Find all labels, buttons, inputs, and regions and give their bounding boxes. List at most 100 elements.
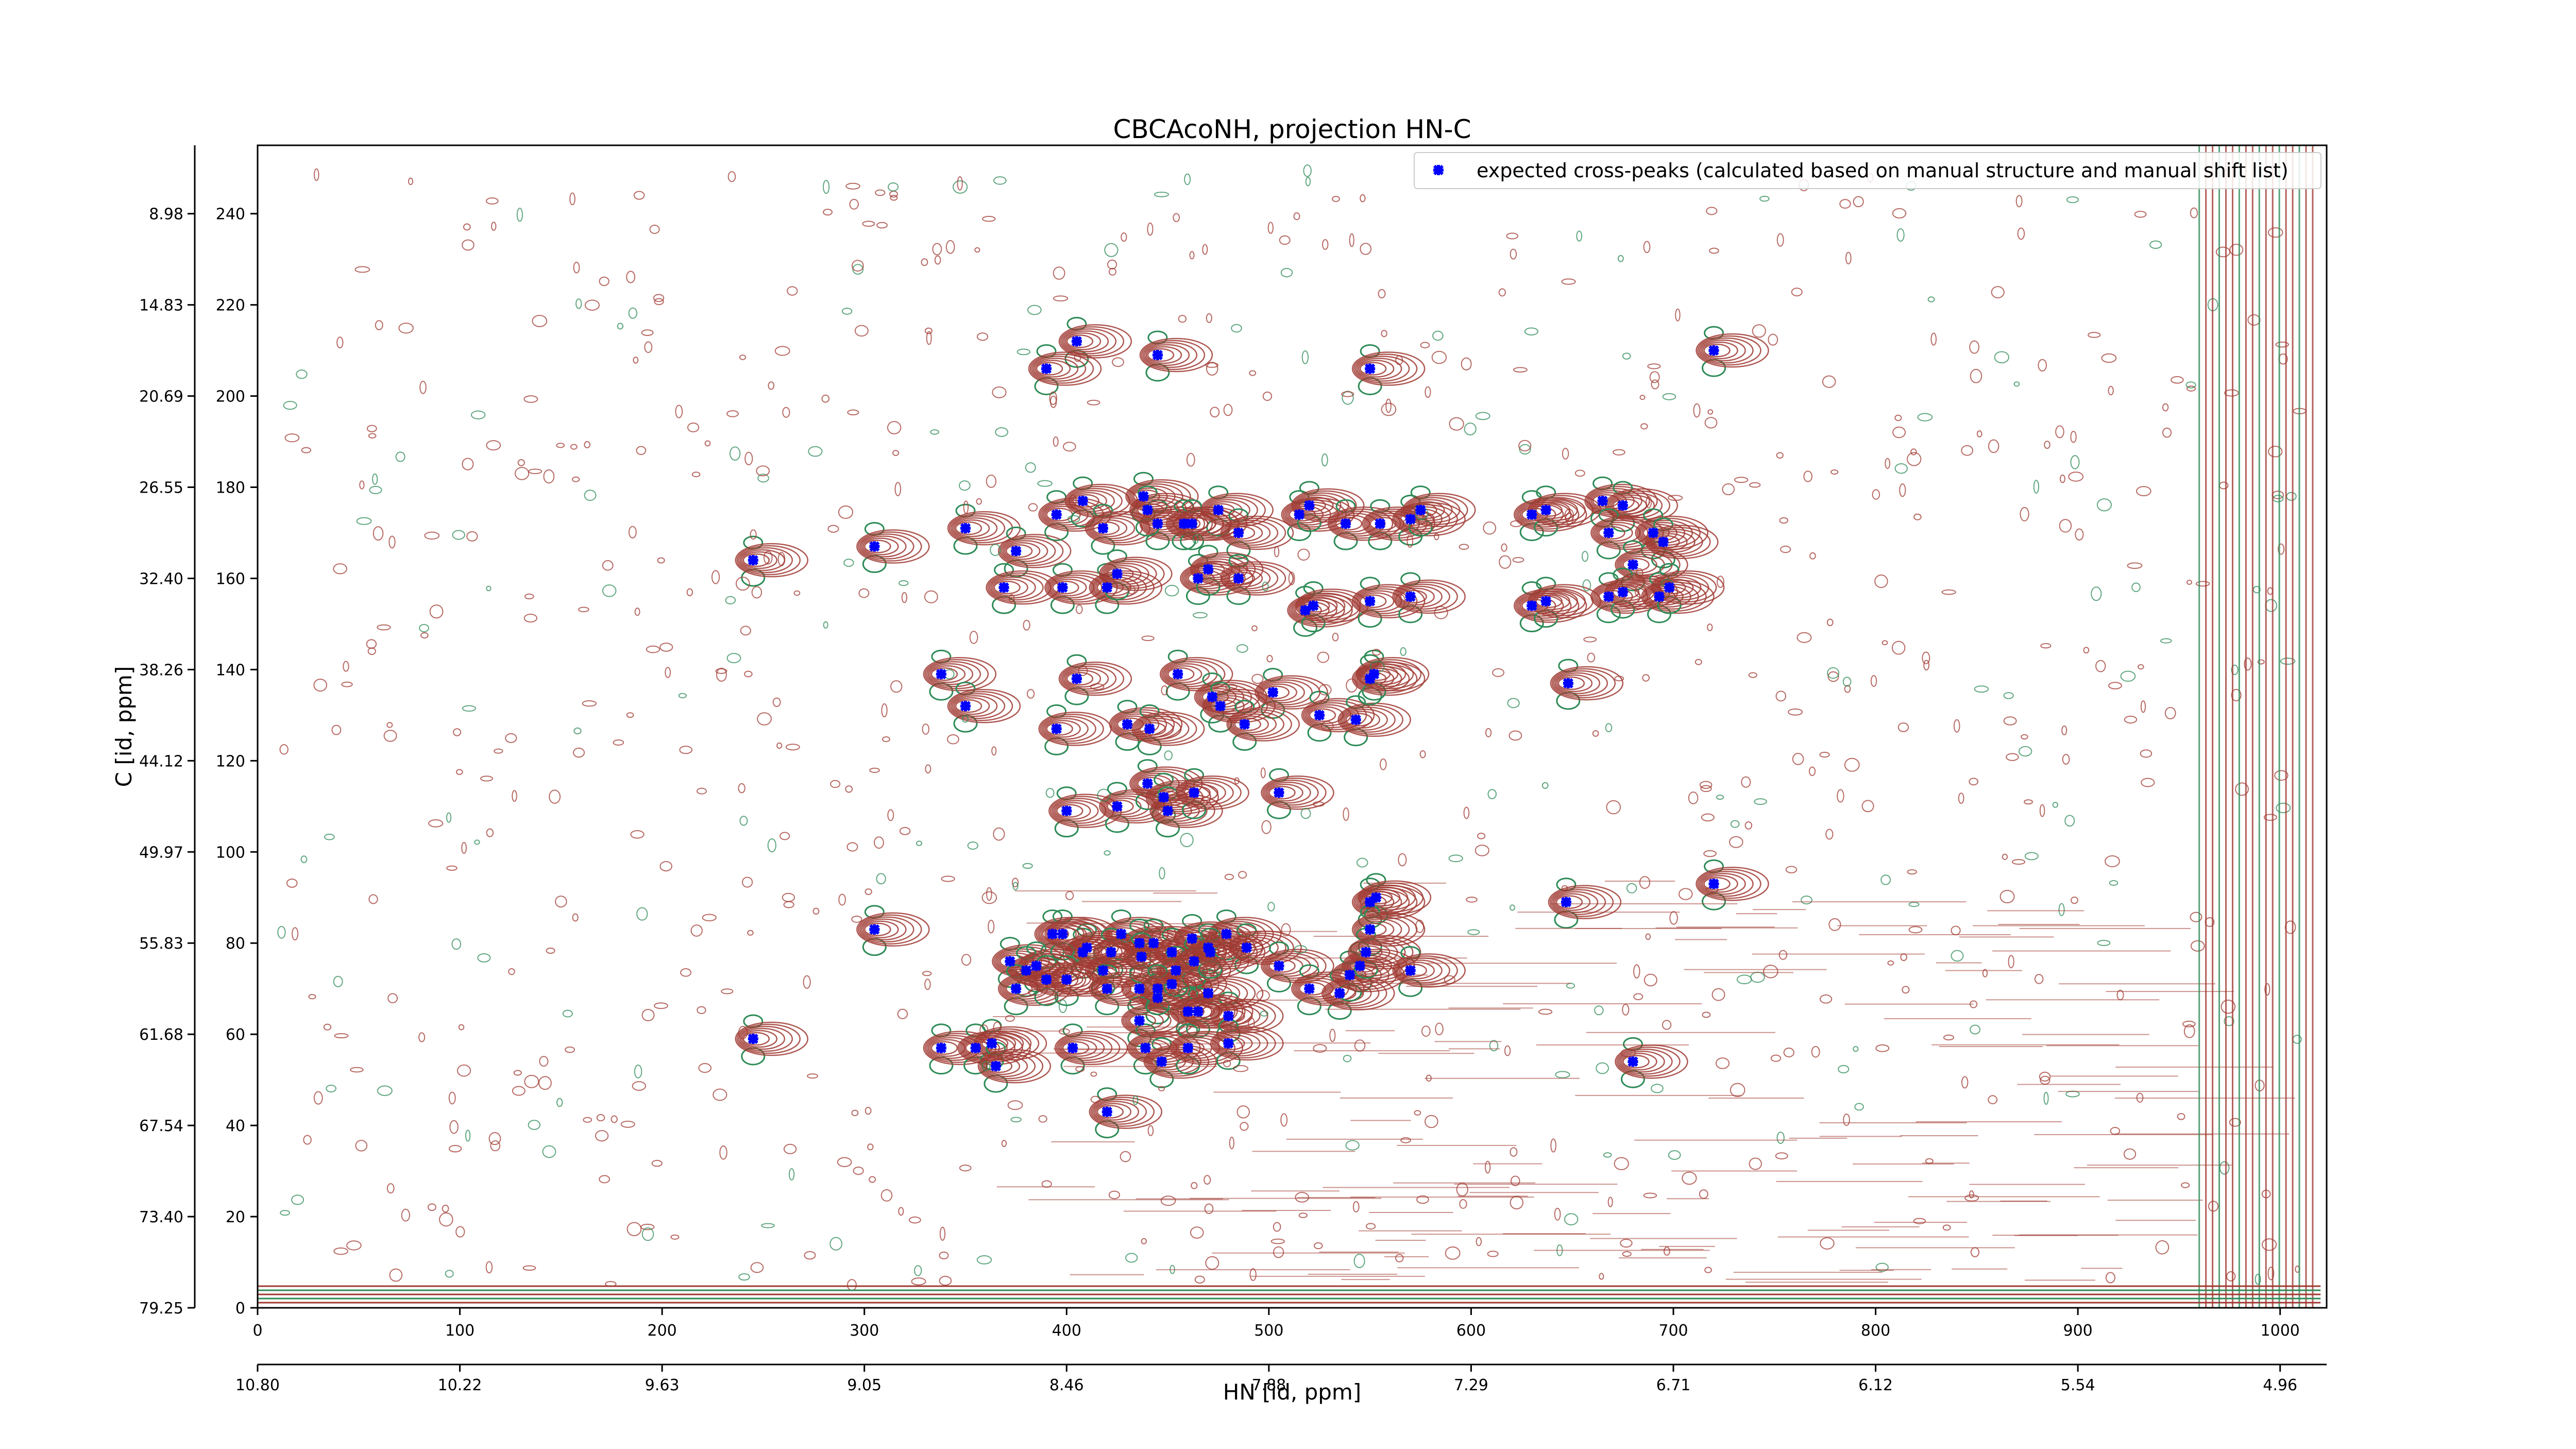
cross-peak-marker bbox=[1368, 669, 1380, 680]
noise-contour bbox=[480, 776, 494, 782]
cross-peak-marker bbox=[1041, 363, 1052, 374]
contour-line bbox=[979, 1051, 1044, 1082]
noise-contour bbox=[1078, 665, 1088, 676]
noise-contour bbox=[838, 505, 854, 519]
noise-contour bbox=[1008, 594, 1015, 603]
noise-contour bbox=[827, 525, 839, 533]
noise-contour bbox=[2190, 940, 2205, 952]
cross-peak-marker bbox=[1365, 363, 1376, 374]
cross-peak-marker bbox=[1223, 1038, 1234, 1049]
noise-contour bbox=[1251, 673, 1264, 684]
peak-contour bbox=[923, 649, 997, 701]
noise-contour bbox=[914, 1265, 922, 1276]
contour-line bbox=[861, 535, 907, 558]
noise-contour bbox=[1090, 1096, 1100, 1103]
contour-line bbox=[1105, 565, 1142, 583]
noise-contour bbox=[1513, 367, 1528, 373]
noise-contour bbox=[2064, 815, 2075, 827]
noise-contour bbox=[1892, 208, 1907, 218]
noise-contour bbox=[1415, 919, 1425, 933]
noise-contour bbox=[2255, 1273, 2261, 1285]
contour-line bbox=[736, 545, 801, 576]
peak-contour bbox=[1054, 1023, 1128, 1075]
noise-contour bbox=[986, 475, 997, 488]
contour-line bbox=[739, 1027, 786, 1050]
noise-contour bbox=[1507, 698, 1520, 709]
cross-peak-marker bbox=[1057, 582, 1068, 593]
contour-line bbox=[1147, 782, 1211, 813]
noise-contour bbox=[308, 994, 316, 1000]
x-tick-label: 600 bbox=[1456, 1322, 1486, 1340]
peak-contour bbox=[1355, 649, 1430, 701]
cross-peak-marker bbox=[960, 523, 971, 534]
noise-contour bbox=[2226, 1271, 2236, 1282]
noise-contour bbox=[1313, 1044, 1327, 1053]
contour-line bbox=[1226, 707, 1300, 742]
cross-peak-marker bbox=[1365, 673, 1376, 684]
y-tick-label: 20 bbox=[226, 1208, 245, 1226]
cross-peak-marker bbox=[1213, 504, 1224, 515]
noise-contour bbox=[716, 667, 727, 682]
contour-line bbox=[1029, 964, 1094, 995]
noise-contour bbox=[739, 816, 748, 826]
noise-contour bbox=[2218, 481, 2229, 490]
noise-contour bbox=[1262, 391, 1273, 401]
contour-line bbox=[1359, 661, 1414, 687]
noise-contour bbox=[1518, 440, 1532, 452]
noise-contour bbox=[2013, 381, 2020, 387]
contour-line bbox=[1409, 501, 1445, 519]
contour-line bbox=[858, 914, 922, 945]
noise-contour bbox=[2070, 455, 2080, 469]
cross-peak-marker bbox=[1527, 509, 1537, 520]
contour-line bbox=[1066, 334, 1094, 348]
noise-contour bbox=[808, 446, 823, 457]
contour-line bbox=[1139, 507, 1213, 541]
noise-contour bbox=[1104, 850, 1111, 856]
noise-contour bbox=[1147, 1125, 1154, 1136]
noise-contour bbox=[2070, 430, 2077, 443]
cross-peak-marker bbox=[1267, 687, 1278, 698]
noise-contour bbox=[1688, 791, 1699, 804]
noise-contour bbox=[1555, 1071, 1570, 1079]
cross-peak-marker bbox=[1405, 591, 1416, 602]
noise-contour bbox=[1012, 882, 1019, 890]
noise-contour bbox=[934, 255, 941, 265]
contour-line bbox=[1063, 667, 1109, 690]
noise-contour bbox=[837, 1157, 852, 1167]
cross-peak-marker bbox=[1344, 970, 1355, 981]
y-ppm-tick-label: 8.98 bbox=[149, 206, 183, 224]
contour-line bbox=[1134, 716, 1190, 742]
noise-contour bbox=[1969, 340, 1980, 354]
noise-contour bbox=[992, 386, 1007, 398]
noise-contour bbox=[1780, 545, 1791, 553]
noise-contour bbox=[451, 938, 462, 950]
noise-contour bbox=[1160, 1195, 1176, 1206]
noise-contour bbox=[2244, 658, 2252, 671]
noise-contour bbox=[611, 1115, 618, 1123]
contour-line bbox=[1170, 1031, 1244, 1065]
noise-contour bbox=[641, 1009, 655, 1021]
noise-contour bbox=[2105, 855, 2120, 867]
noise-contour bbox=[2024, 852, 2039, 861]
noise-contour bbox=[291, 1194, 304, 1205]
noise-contour bbox=[981, 1061, 991, 1071]
noise-contour bbox=[1819, 994, 1833, 1004]
noise-contour bbox=[1825, 829, 1834, 840]
noise-contour bbox=[783, 901, 794, 908]
y-tick-label: 220 bbox=[216, 297, 245, 315]
noise-contour bbox=[680, 968, 692, 977]
noise-contour bbox=[1606, 800, 1621, 815]
noise-contour bbox=[1809, 552, 1816, 560]
noise-contour bbox=[341, 681, 353, 687]
noise-contour bbox=[1839, 199, 1851, 209]
noise-contour bbox=[2040, 643, 2052, 649]
noise-contour bbox=[452, 530, 465, 540]
noise-contour bbox=[982, 215, 996, 222]
noise-contour bbox=[2252, 586, 2261, 594]
noise-contour bbox=[1233, 1065, 1249, 1072]
noise-contour bbox=[1180, 833, 1194, 848]
cross-peak-marker bbox=[1077, 495, 1088, 507]
noise-contour bbox=[1049, 395, 1057, 408]
noise-contour bbox=[665, 667, 671, 678]
noise-contour bbox=[838, 894, 846, 906]
